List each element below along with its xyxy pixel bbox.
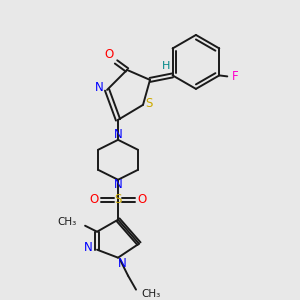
- Text: N: N: [95, 81, 103, 94]
- Text: N: N: [114, 128, 122, 141]
- Text: H: H: [162, 61, 170, 71]
- Text: S: S: [114, 193, 122, 206]
- Text: O: O: [137, 193, 147, 206]
- Text: N: N: [114, 178, 122, 191]
- Text: N: N: [84, 241, 92, 254]
- Text: CH₃: CH₃: [141, 289, 160, 298]
- Text: O: O: [104, 48, 114, 62]
- Text: O: O: [89, 193, 99, 206]
- Text: S: S: [145, 98, 153, 110]
- Text: F: F: [232, 70, 238, 83]
- Text: N: N: [118, 257, 126, 270]
- Text: CH₃: CH₃: [58, 217, 77, 227]
